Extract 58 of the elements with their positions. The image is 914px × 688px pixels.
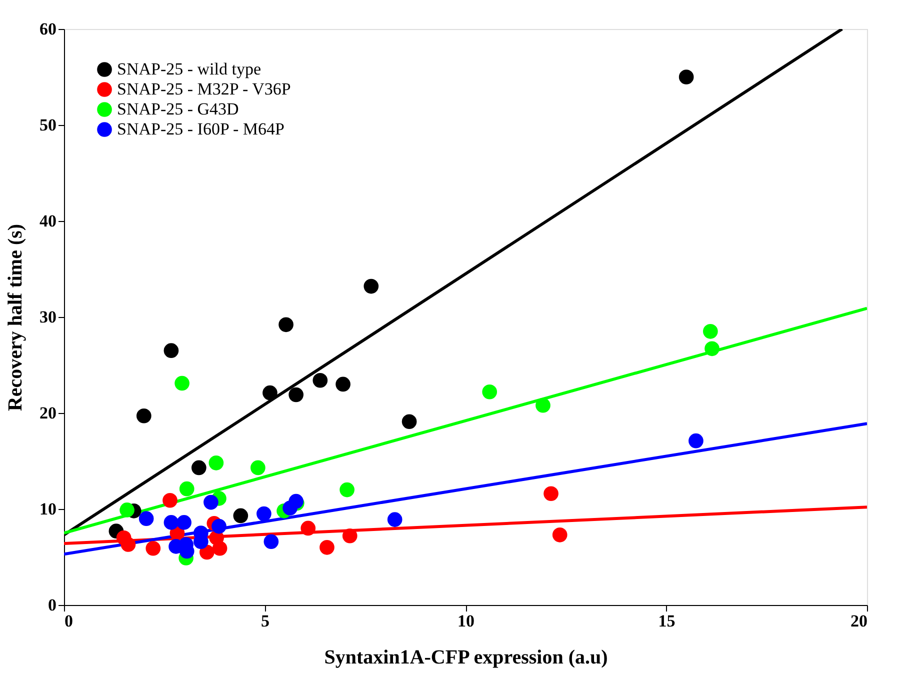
point: [312, 372, 328, 388]
point: [340, 482, 354, 498]
x-tick-label: 20: [850, 612, 868, 630]
y-tick-label: 20: [40, 404, 56, 422]
point: [120, 502, 134, 518]
point: [250, 460, 266, 476]
point: [162, 492, 178, 508]
point: [688, 433, 704, 448]
point: [208, 456, 224, 470]
y-tick-label: 30: [40, 308, 56, 326]
y-tick-label: 60: [40, 20, 56, 38]
point: [146, 540, 161, 556]
point: [264, 534, 279, 550]
point: [179, 481, 194, 496]
x-tick-label: 0: [64, 612, 73, 630]
point: [120, 537, 136, 552]
point: [552, 528, 568, 542]
point: [136, 408, 152, 424]
point: [256, 506, 272, 522]
point: [288, 387, 304, 402]
point: [174, 376, 190, 391]
x-tick-label: 5: [261, 612, 270, 630]
point: [336, 376, 350, 392]
legend-label: SNAP-25 - I60P - M64P: [117, 120, 285, 138]
point: [544, 486, 558, 502]
point: [176, 515, 192, 530]
point: [703, 324, 718, 339]
point: [212, 540, 228, 556]
legend-label: SNAP-25 - M32P - V36P: [117, 80, 291, 98]
y-axis-title: Recovery half time (s): [4, 224, 26, 412]
y-tick-label: 50: [40, 116, 56, 134]
y-tick-label: 10: [40, 500, 56, 518]
point: [342, 528, 358, 544]
point: [482, 384, 498, 400]
x-axis-title: Syntaxin1A-CFP expression (a.u): [324, 646, 608, 668]
point: [233, 508, 248, 524]
point: [678, 70, 694, 84]
point: [164, 515, 179, 530]
point: [387, 512, 402, 527]
legend-label: SNAP-25 - wild type: [117, 60, 262, 78]
point: [164, 343, 179, 358]
point: [536, 398, 550, 413]
y-tick-label: 40: [40, 212, 56, 230]
point: [191, 460, 206, 476]
point: [278, 317, 294, 332]
point: [704, 341, 720, 356]
point: [320, 540, 334, 555]
point: [138, 511, 154, 526]
point: [204, 494, 218, 510]
point: [364, 278, 379, 294]
legend-label: SNAP-25 - G43D: [117, 100, 239, 118]
point: [402, 414, 417, 430]
y-tick-label: 0: [48, 596, 56, 614]
point: [262, 385, 278, 400]
x-tick-label: 15: [658, 612, 676, 630]
x-tick-label: 10: [458, 612, 474, 630]
point: [212, 518, 226, 534]
point: [300, 520, 316, 536]
